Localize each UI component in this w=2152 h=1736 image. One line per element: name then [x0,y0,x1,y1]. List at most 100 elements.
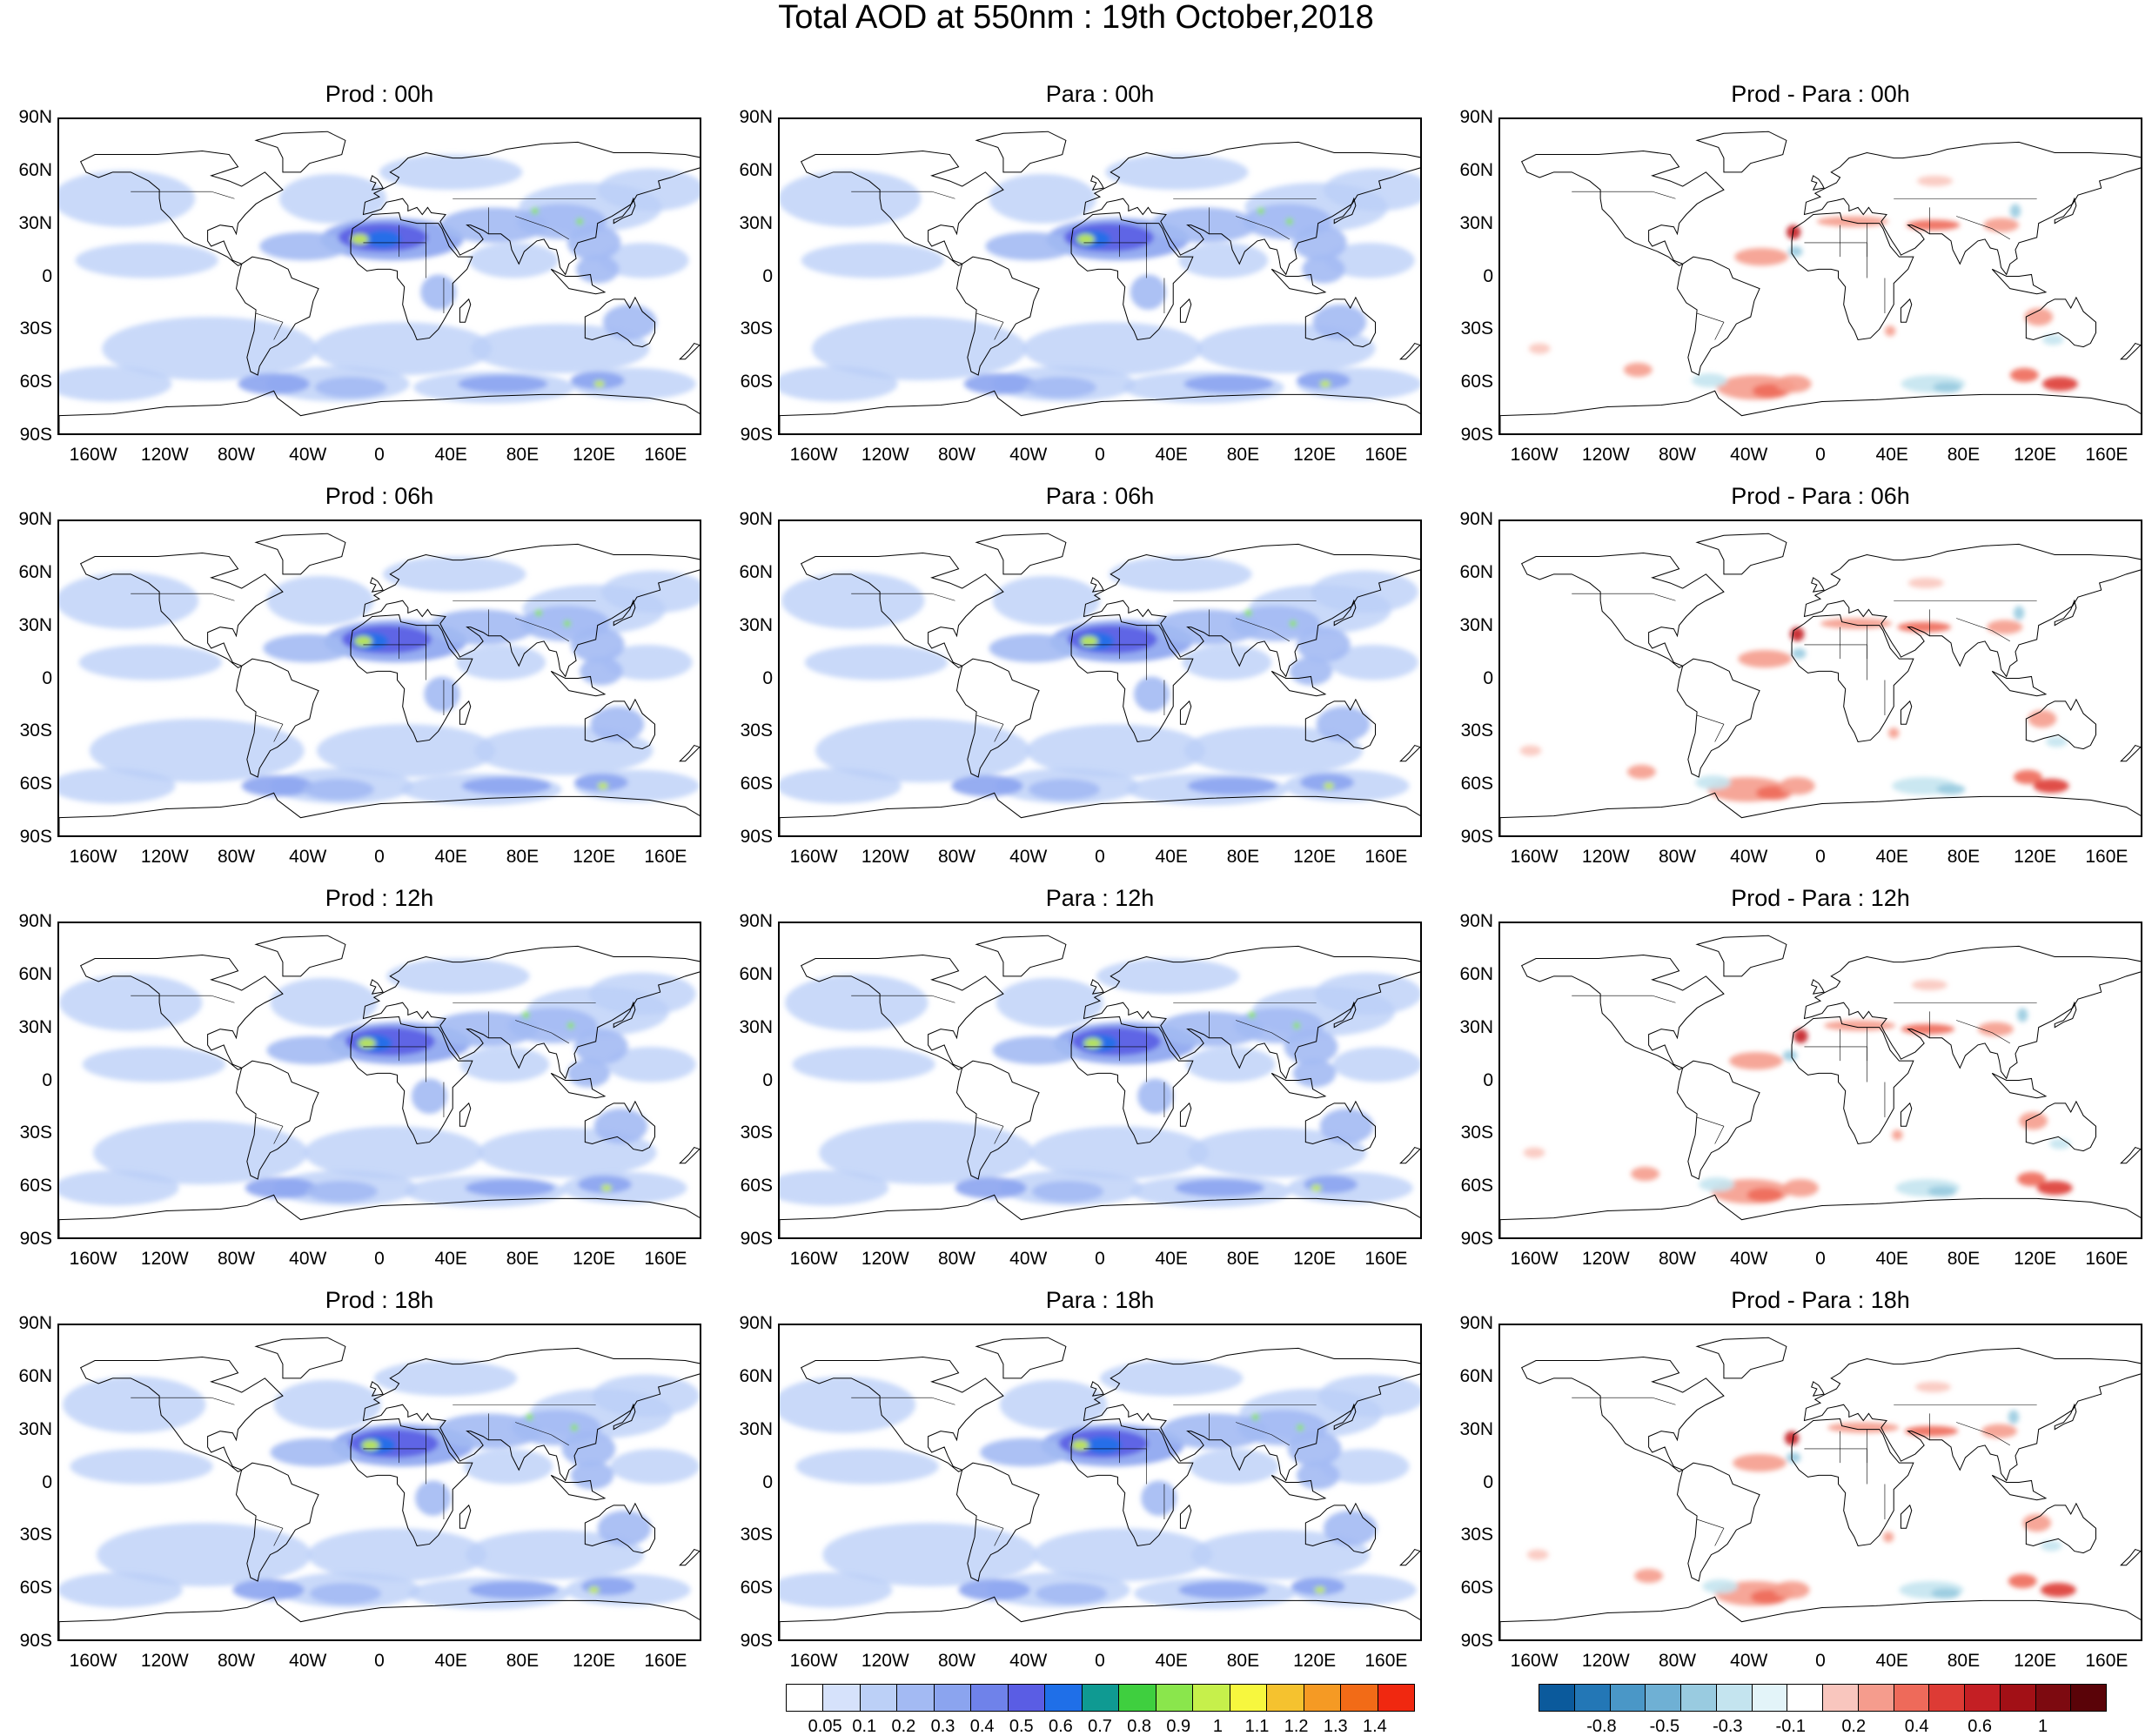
aod-plume [278,173,387,224]
aod-plume [1248,1011,1256,1019]
aod-plume [531,207,539,215]
coastline-indonesia [1270,670,1327,697]
aod-plume [1302,255,1345,284]
diff-plume [1907,577,1944,589]
coastline-greenland [975,1337,1067,1379]
diff-plume [2041,377,2078,392]
aod-plume [102,317,317,381]
coastline-britain [1090,979,1104,995]
diff-plume [1884,325,1896,337]
colorbar-swatch [1822,1684,1859,1712]
aod-plume [522,1011,530,1019]
coastline-antarctica [780,390,1420,433]
lon-tick-label: 160E [644,1249,687,1269]
coastline-britain [1811,1381,1825,1397]
coastline-australia [2025,1502,2096,1554]
coastline-southAmerica [1676,658,1760,778]
aod-plume [566,1022,575,1029]
coastline-australia [1304,296,1376,348]
lon-tick-label: 40W [1009,1249,1048,1269]
lat-tick-label: 90S [19,425,52,445]
aod-plume [578,1175,632,1194]
lat-tick-label: 90S [740,827,773,847]
lat-tick-label: 60S [1460,372,1493,392]
colorbar-label: 0.2 [1841,1717,1867,1736]
lon-tick-label: 80E [1226,445,1260,465]
lon-tick-label: 40W [289,1249,327,1269]
aod-plume [458,375,548,393]
aod-plume [1287,1431,1342,1467]
aod-plume [465,1179,555,1197]
lat-tick-label: 30N [18,614,52,635]
lat-tick-label: 30N [739,1016,773,1037]
lon-tick-label: 120E [1293,1249,1337,1269]
panel-title: Prod - Para : 00h [1731,81,1910,107]
coastline-britain [1090,577,1104,593]
country-border [1956,1020,2010,1044]
aod-plume [70,1448,213,1485]
lon-tick-label: 80W [217,1249,256,1269]
colorbar-label: 0.9 [1166,1717,1191,1736]
country-border [1697,1518,1725,1546]
colorbar-swatch [1715,1684,1753,1712]
aod-plume [1332,1046,1420,1082]
aod-plume [576,218,584,225]
aod-plume [456,644,546,680]
lon-tick-label: 120W [1581,1249,1630,1269]
aod-plume [1137,1078,1174,1114]
lon-tick-label: 0 [1095,445,1105,465]
aod-plume [1329,644,1418,680]
coastline-southAmerica [235,1060,319,1180]
diff-plume [2013,769,2042,785]
lon-tick-label: 40E [434,1651,467,1671]
coastline-africa [350,1418,473,1547]
lon-tick-label: 120E [1293,847,1337,867]
diff-plume [1691,373,1728,388]
coastline-northAmerica [1520,150,1725,266]
coastline-southAmerica [1676,1060,1760,1180]
aod-plume [305,1181,378,1203]
country-border [851,995,955,1003]
aod-plume [989,173,1096,224]
lat-tick-label: 60S [740,774,773,794]
aod-plume [795,1448,939,1485]
diff-plume [1906,219,1961,231]
aod-plume [1178,1581,1269,1599]
diff-plume [2033,779,2069,794]
lat-tick-label: 90S [1460,1631,1493,1651]
country-border [851,593,955,601]
aod-plume [526,1413,533,1421]
lon-tick-label: 120W [861,1249,909,1269]
coastline-antarctica [1500,1596,2141,1639]
lat-tick-label: 0 [762,1471,773,1492]
coastline-greenland [1695,533,1787,575]
coastline-japan [2054,1403,2077,1431]
lat-tick-label: 90S [740,1631,773,1651]
country-border [256,1116,284,1144]
panel-title: Para : 06h [1045,483,1155,509]
lon-tick-label: 80E [1947,1249,1981,1269]
aod-plume [314,377,387,399]
colorbar-label: 0.7 [1088,1717,1112,1736]
diff-plume [1775,375,1812,393]
country-border [131,1397,235,1405]
aod-plume [427,609,535,645]
lon-tick-label: 160E [644,445,687,465]
coastline-madagascar [459,1102,472,1127]
aod-plume [593,1108,648,1144]
lat-tick-label: 60N [739,159,773,180]
lon-tick-label: 120W [861,445,909,465]
aod-plume [985,231,1076,261]
country-border [131,191,235,199]
aod-plume [1187,777,1277,795]
lon-tick-label: 40W [1730,847,1768,867]
aod-plume [1071,1439,1089,1451]
aod-plume [1099,1360,1244,1397]
country-border [256,714,284,742]
colorbar-swatch [1893,1684,1930,1712]
diff-plume [1816,216,1889,227]
aod-plume [955,1177,1027,1199]
aod-plume [574,773,628,792]
coastline-africa [1070,1418,1194,1547]
aod-plume [1292,1022,1301,1029]
